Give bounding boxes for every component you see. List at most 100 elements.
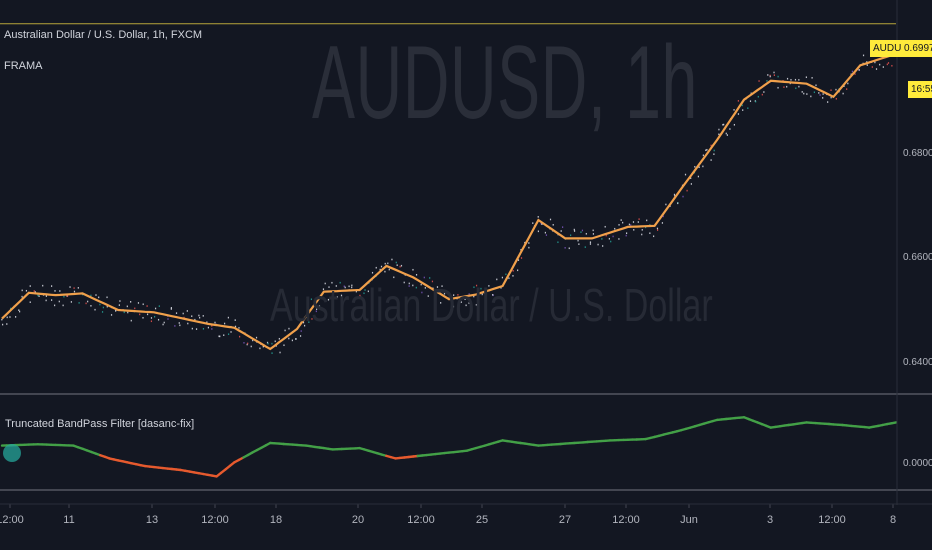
price-dot [618, 224, 620, 226]
price-dot [777, 75, 779, 78]
price-dot [328, 286, 330, 288]
price-dot [858, 69, 860, 71]
price-dot [468, 302, 470, 304]
price-dot [227, 333, 230, 336]
frama-line [1, 52, 897, 351]
price-dot [641, 229, 643, 231]
price-dot [25, 289, 28, 292]
price-dot [395, 261, 397, 264]
price-dot [488, 285, 490, 287]
price-dot [87, 300, 89, 303]
price-dot [102, 306, 104, 309]
price-dot [142, 316, 144, 319]
price-dot [364, 289, 366, 291]
price-dot [887, 62, 890, 64]
price-dot [698, 166, 700, 169]
price-dot [211, 325, 213, 327]
price-dot [508, 277, 510, 280]
price-dot [722, 123, 724, 126]
indicator-label[interactable]: FRAMA [4, 60, 43, 72]
price-dot [564, 247, 566, 249]
price-dot [187, 322, 189, 325]
price-dot [126, 305, 128, 308]
price-dot [737, 113, 740, 115]
price-dot [295, 338, 297, 340]
price-dot [866, 61, 868, 63]
price-dot [234, 319, 236, 321]
price-dot [815, 84, 817, 87]
price-dot [584, 246, 586, 248]
price-dot [846, 88, 848, 90]
price-dot [891, 64, 893, 67]
chart-title[interactable]: Australian Dollar / U.S. Dollar, 1h, FXC… [4, 29, 203, 41]
price-dot [686, 189, 688, 192]
price-dot [134, 307, 136, 310]
price-dot [331, 297, 333, 300]
price-dot [795, 87, 797, 90]
price-dot [58, 300, 60, 303]
sub-indicator-label[interactable]: Truncated BandPass Filter [dasanc-fix] [5, 418, 195, 430]
price-dot [718, 128, 720, 131]
price-dot [757, 95, 759, 98]
price-dot [794, 78, 797, 81]
price-dot [224, 322, 226, 325]
name-watermark: Australian Dollar / U.S. Dollar [270, 279, 713, 331]
price-dot [421, 291, 423, 294]
price-dot [18, 309, 20, 311]
price-dot [90, 305, 92, 307]
price-axis-label: 0.64000 [903, 357, 932, 368]
price-dot [391, 258, 393, 261]
price-dot [115, 310, 117, 312]
price-dot [90, 294, 92, 297]
price-dot [384, 270, 386, 273]
price-dot [219, 335, 221, 338]
price-dot [620, 219, 622, 221]
price-dot [835, 88, 837, 91]
price-dot [783, 86, 785, 88]
price-dot [545, 234, 548, 236]
price-dot [178, 322, 180, 324]
price-dot [50, 285, 53, 287]
price-dot [379, 268, 381, 271]
price-dot [830, 89, 832, 91]
price-dot [227, 316, 229, 319]
price-dot [324, 282, 326, 285]
price-dot [59, 290, 61, 292]
price-dot [367, 290, 369, 293]
price-dot [528, 242, 530, 244]
price-dot [766, 80, 768, 82]
price-dot [384, 262, 386, 265]
price-dot [592, 233, 595, 235]
price-dot [206, 321, 208, 324]
price-dot [291, 339, 294, 342]
price-dot [464, 298, 466, 301]
price-dot [318, 305, 321, 308]
price-dot [813, 91, 815, 94]
price-dot [649, 232, 651, 235]
price-dot [54, 304, 56, 307]
price-dot [207, 326, 210, 329]
price-dot [697, 175, 700, 178]
price-dot [614, 227, 616, 230]
price-dot [355, 290, 357, 293]
price-dot [158, 305, 160, 307]
last-price-tag: 0.69975 [902, 40, 932, 57]
price-dot [243, 342, 245, 344]
price-dot [363, 292, 365, 295]
price-dot [665, 203, 667, 206]
price-dot [632, 221, 635, 223]
price-dot [252, 339, 254, 342]
price-dot [773, 71, 775, 74]
price-dot [747, 107, 749, 110]
price-dot [247, 342, 249, 345]
price-dot [408, 285, 410, 287]
price-dot [601, 238, 603, 240]
price-dot [540, 222, 542, 225]
price-dot [835, 97, 837, 100]
time-axis-label: 18 [269, 514, 283, 526]
price-dot [73, 287, 75, 289]
price-dot [690, 183, 692, 185]
price-dot [195, 328, 198, 330]
price-dot [19, 310, 21, 313]
